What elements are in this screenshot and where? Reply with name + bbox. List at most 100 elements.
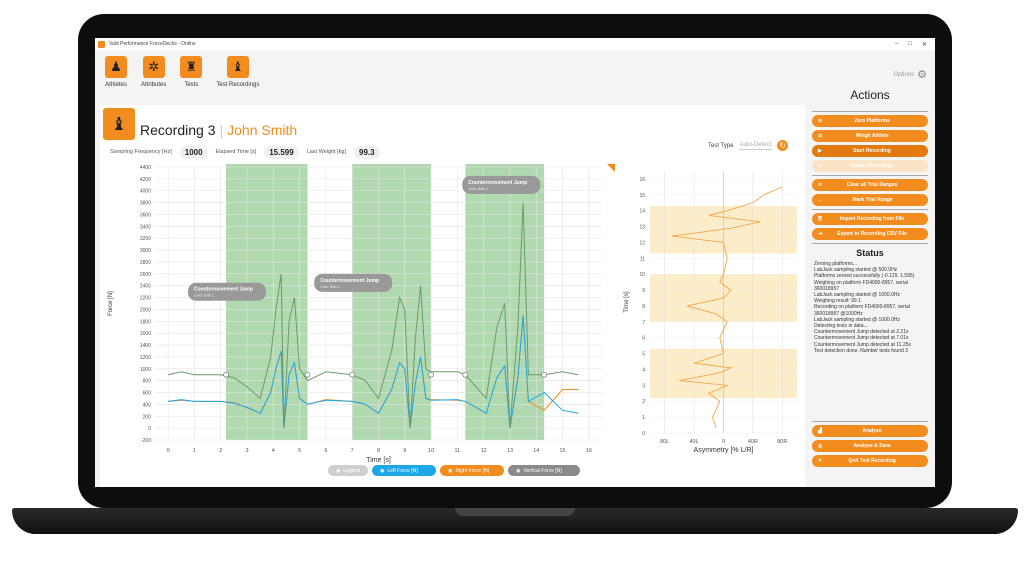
button-label: Mark Trial Range xyxy=(852,197,893,203)
import-recording-button[interactable]: ⎘ Import Recording from File xyxy=(812,213,928,225)
y-tick-label: 1600 xyxy=(140,331,151,337)
button-label: Analyse & Save xyxy=(853,443,891,449)
eye-icon: ◉ xyxy=(516,467,521,474)
y-tick-label: 7 xyxy=(642,320,645,326)
y-tick-label: 15 xyxy=(639,193,645,199)
toolbar-attributes[interactable]: ✲ Attributes xyxy=(141,56,166,99)
range-icon: ↔ xyxy=(818,197,823,203)
status-line: Countermovement Jump detected at 7.01s xyxy=(814,335,909,342)
y-tick-label: 9 xyxy=(642,288,645,294)
y-tick-label: 1800 xyxy=(140,319,151,325)
y-tick-label: 5 xyxy=(642,352,645,358)
legend-label: Legend xyxy=(343,467,361,474)
recording-icon: ♝ xyxy=(226,56,249,78)
attributes-icon: ✲ xyxy=(142,56,165,78)
options-button[interactable]: Options ⚙ xyxy=(893,68,927,81)
y-tick-label: 13 xyxy=(639,225,645,231)
window-title: Vald Performance ForceDecks - Online xyxy=(109,41,196,47)
status-line: Detecting tests in data... xyxy=(814,323,868,330)
y-axis-label: Force [N] xyxy=(108,291,114,316)
y-tick-label: 2600 xyxy=(140,272,151,278)
minimize-button[interactable]: – xyxy=(895,40,899,47)
button-label: Pause Recording xyxy=(851,163,892,169)
x-tick-label: 40L xyxy=(690,439,699,445)
y-tick-label: 11 xyxy=(640,256,645,262)
force-chart[interactable]: 0 1 2 3 4 5 6 7 8 9 10 11 12 13 14 15 16-200020040060080… xyxy=(100,157,805,467)
options-label: Options xyxy=(893,71,915,78)
button-label: Export to Recording CSV File xyxy=(837,231,907,237)
toolbar-tests[interactable]: ♜ Tests xyxy=(180,56,203,99)
y-tick-label: -200 xyxy=(141,438,151,444)
y-tick-label: 1200 xyxy=(140,355,151,361)
toolbar-label: Tests xyxy=(184,82,199,88)
x-tick-label: 0 xyxy=(722,439,725,445)
maximize-button[interactable]: □ xyxy=(908,40,912,47)
legend-vertical-force[interactable]: ◉ Vertical Force [N] xyxy=(508,465,581,476)
legend-label: Vertical Force [N] xyxy=(523,467,562,474)
refresh-icon[interactable]: ↻ xyxy=(777,140,789,151)
close-button[interactable]: ✕ xyxy=(921,41,927,48)
x-tick-label: 2 xyxy=(219,448,222,454)
trial-label: Countermovement Jump xyxy=(194,287,253,293)
x-tick-label: 13 xyxy=(507,448,513,454)
trial-handle xyxy=(304,371,311,378)
trial-label: Countermovement Jump xyxy=(320,278,379,284)
status-line: Weighing result: 99.1 xyxy=(814,298,861,305)
button-label: Import Recording from File xyxy=(839,216,905,222)
y-tick-label: 1400 xyxy=(140,343,151,349)
toolbar-label: Athletes xyxy=(105,82,127,88)
y-tick-label: 2800 xyxy=(140,260,151,266)
eye-icon: ◉ xyxy=(336,467,341,474)
legend-toggle[interactable]: ◉ Legend xyxy=(328,465,369,476)
status-line: LabJack sampling started @ 1000.0Hz xyxy=(814,292,900,299)
test-type-control: Test Type Auto-Detect ↻ xyxy=(708,140,789,151)
toolbar-athletes[interactable]: ♟ Athletes xyxy=(105,56,127,99)
y-tick-label: 3400 xyxy=(140,224,151,230)
trial-handle xyxy=(541,371,547,378)
legend-right-force[interactable]: ◉ Right Force [N] xyxy=(440,465,505,476)
y-tick-label: 2 xyxy=(642,399,645,405)
actions-panel: Actions ⊘ Zero Platforms ⚖ Weigh Athlete ▶… xyxy=(810,88,930,485)
status-line: LabJack sampling started @ 500.0Hz xyxy=(814,267,898,274)
y-tick-label: 2000 xyxy=(140,307,151,313)
y-axis-label: Time [s] xyxy=(624,291,630,312)
trial-handle xyxy=(349,371,356,378)
x-tick-label: 80R xyxy=(777,439,787,445)
title-bar: Vald Performance ForceDecks - Online – □… xyxy=(95,38,935,50)
start-recording-button[interactable]: ▶ Start Recording xyxy=(812,145,928,157)
status-title: Status xyxy=(856,248,884,258)
trial-range-band xyxy=(225,164,308,440)
test-type-select[interactable]: Auto-Detect xyxy=(738,142,773,150)
x-tick-label: 7 xyxy=(351,448,354,454)
toolbar-test-recordings[interactable]: ♝ Test Recordings xyxy=(216,56,259,99)
test-type-label: Test Type xyxy=(708,142,734,149)
x-tick-label: 4 xyxy=(272,448,275,454)
y-tick-label: 4 xyxy=(642,367,645,373)
mark-trial-range-button[interactable]: ↔ Mark Trial Range xyxy=(812,194,928,206)
zero-icon: ⊘ xyxy=(818,118,823,124)
x-tick-label: 9 xyxy=(403,448,406,454)
save-icon: ◎ xyxy=(818,443,823,449)
trial-tooltip xyxy=(314,273,393,292)
analyse-save-button[interactable]: ◎ Analyse & Save xyxy=(812,440,928,452)
status-line: LabJack sampling started @ 1000.0Hz xyxy=(814,316,900,323)
quit-recording-button[interactable]: ✕ Quit Test Recording xyxy=(812,455,928,467)
trial-sublabel: Limb: Both 3 xyxy=(468,187,488,191)
status-line: Weighing on platform FD4000-8957, serial… xyxy=(814,279,908,292)
x-tick-label: 15 xyxy=(559,448,565,454)
pause-recording-button[interactable]: ● Pause Recording xyxy=(812,160,928,172)
analyse-button[interactable]: ▟ Analyse xyxy=(812,425,928,437)
sampling-frequency-value: 1000 xyxy=(179,145,208,159)
legend-label: Right Force [N] xyxy=(455,467,490,474)
clear-trial-ranges-button[interactable]: ✕ Clear all Trial Ranges xyxy=(812,179,928,191)
y-tick-label: 3 xyxy=(642,383,645,389)
zero-platforms-button[interactable]: ⊘ Zero Platforms xyxy=(812,115,928,127)
export-icon: ⇥ xyxy=(818,231,823,237)
legend-left-force[interactable]: ◉ Left Force [N] xyxy=(372,465,437,476)
weigh-athlete-button[interactable]: ⚖ Weigh Athlete xyxy=(812,130,928,142)
export-csv-button[interactable]: ⇥ Export to Recording CSV File xyxy=(812,228,928,240)
athlete-name: John Smith xyxy=(227,122,298,138)
legend-label: Left Force [N] xyxy=(387,467,418,474)
y-tick-label: 0 xyxy=(148,426,151,432)
x-tick-label: 8 xyxy=(377,448,380,454)
